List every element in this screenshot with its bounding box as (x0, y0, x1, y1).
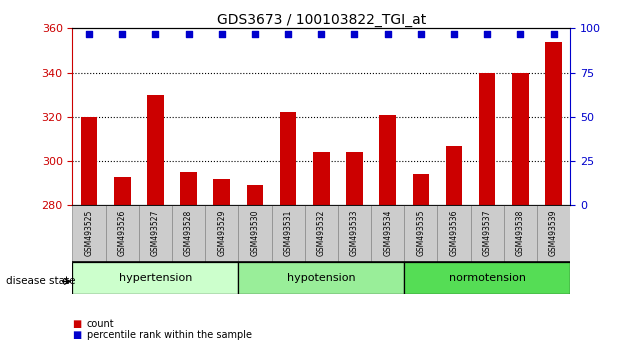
Point (449, 31, 459, 36)
Text: GSM493527: GSM493527 (151, 209, 160, 256)
Bar (106, 205, 139, 262)
Bar (437, 205, 471, 262)
Text: GSM493531: GSM493531 (284, 209, 292, 256)
Text: GSM493534: GSM493534 (383, 209, 392, 256)
Text: GSM493532: GSM493532 (317, 209, 326, 256)
Bar (147, 95, 164, 205)
Bar (246, 185, 263, 205)
Text: hypertension: hypertension (118, 273, 192, 283)
Bar (404, 262, 570, 294)
Bar (545, 41, 562, 205)
Text: GSM493537: GSM493537 (483, 209, 491, 256)
Point (117, 31, 127, 36)
Point (350, 31, 360, 36)
Text: count: count (87, 319, 115, 329)
Bar (313, 152, 329, 205)
Text: GSM493539: GSM493539 (549, 209, 558, 256)
Bar (139, 205, 172, 262)
Bar (81, 117, 98, 205)
Point (283, 31, 293, 36)
Text: GSM493533: GSM493533 (350, 209, 359, 256)
Title: GDS3673 / 100103822_TGI_at: GDS3673 / 100103822_TGI_at (217, 13, 426, 27)
Bar (346, 152, 363, 205)
Text: normotension: normotension (449, 273, 525, 283)
Text: GSM493536: GSM493536 (450, 209, 459, 256)
Text: GSM493525: GSM493525 (84, 209, 93, 256)
Bar (338, 205, 371, 262)
Bar (305, 205, 338, 262)
Text: ■: ■ (72, 330, 82, 339)
Text: GSM493530: GSM493530 (251, 209, 260, 256)
Bar (379, 115, 396, 205)
Text: GSM493528: GSM493528 (184, 209, 193, 256)
Bar (512, 73, 529, 205)
Bar (280, 112, 296, 205)
Point (151, 31, 161, 36)
Point (549, 31, 559, 36)
Bar (72, 262, 238, 294)
Bar (504, 205, 537, 262)
Point (382, 31, 392, 36)
Text: ■: ■ (72, 319, 82, 329)
Point (482, 31, 492, 36)
Bar (413, 174, 429, 205)
Point (183, 31, 193, 36)
Bar (479, 73, 495, 205)
Bar (205, 205, 238, 262)
Bar (537, 205, 570, 262)
Bar (214, 179, 230, 205)
Text: GSM493526: GSM493526 (118, 209, 127, 256)
Bar (180, 172, 197, 205)
Point (217, 31, 227, 36)
Point (250, 31, 260, 36)
Text: GSM493529: GSM493529 (217, 209, 226, 256)
Bar (371, 205, 404, 262)
Bar (114, 177, 130, 205)
Bar (238, 262, 404, 294)
Bar (446, 145, 462, 205)
Text: hypotension: hypotension (287, 273, 355, 283)
Point (515, 31, 525, 36)
Bar (404, 205, 437, 262)
Bar (72, 205, 106, 262)
Text: percentile rank within the sample: percentile rank within the sample (87, 330, 252, 339)
Text: GSM493535: GSM493535 (416, 209, 425, 256)
Bar (471, 205, 504, 262)
Bar (172, 205, 205, 262)
Point (416, 31, 426, 36)
Bar (272, 205, 305, 262)
Point (316, 31, 326, 36)
Point (84, 31, 94, 36)
Text: disease state: disease state (6, 276, 76, 286)
Text: GSM493538: GSM493538 (516, 209, 525, 256)
Bar (238, 205, 272, 262)
